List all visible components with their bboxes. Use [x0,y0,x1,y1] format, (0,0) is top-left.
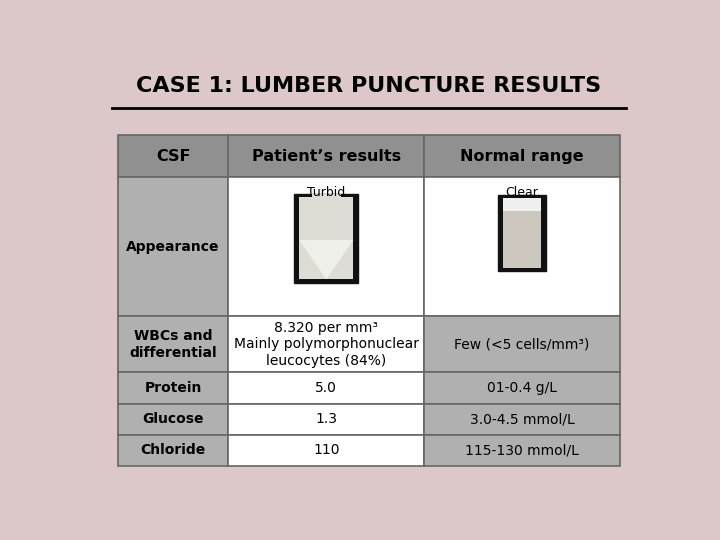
Text: 01-0.4 g/L: 01-0.4 g/L [487,381,557,395]
FancyBboxPatch shape [118,373,228,404]
FancyBboxPatch shape [294,194,359,283]
Text: Turbid: Turbid [307,186,346,199]
FancyBboxPatch shape [228,136,424,177]
FancyBboxPatch shape [300,198,354,279]
Text: Patient’s results: Patient’s results [252,149,401,164]
FancyBboxPatch shape [312,194,341,201]
FancyBboxPatch shape [118,136,228,177]
Text: Normal range: Normal range [460,149,584,164]
Text: Glucose: Glucose [143,412,204,426]
Text: Clear: Clear [505,186,539,199]
Text: Appearance: Appearance [127,240,220,254]
FancyBboxPatch shape [424,435,620,466]
FancyBboxPatch shape [424,404,620,435]
FancyBboxPatch shape [503,198,541,268]
FancyBboxPatch shape [228,435,424,466]
Text: Chloride: Chloride [140,443,206,457]
FancyBboxPatch shape [503,198,541,211]
Text: 110: 110 [313,443,340,457]
FancyBboxPatch shape [118,435,228,466]
Text: 115-130 mmol/L: 115-130 mmol/L [465,443,579,457]
FancyBboxPatch shape [228,177,424,316]
Text: Protein: Protein [145,381,202,395]
Text: 3.0-4.5 mmol/L: 3.0-4.5 mmol/L [469,412,575,426]
Polygon shape [300,240,354,279]
FancyBboxPatch shape [424,316,620,373]
Text: WBCs and
differential: WBCs and differential [130,329,217,360]
FancyBboxPatch shape [424,373,620,404]
FancyBboxPatch shape [228,316,424,373]
Text: 8.320 per mm³
Mainly polymorphonuclear
leucocytes (84%): 8.320 per mm³ Mainly polymorphonuclear l… [234,321,419,368]
FancyBboxPatch shape [228,404,424,435]
Text: CSF: CSF [156,149,190,164]
Text: CASE 1: LUMBER PUNCTURE RESULTS: CASE 1: LUMBER PUNCTURE RESULTS [136,76,602,96]
Text: 1.3: 1.3 [315,412,337,426]
Text: 5.0: 5.0 [315,381,337,395]
FancyBboxPatch shape [118,177,228,316]
FancyBboxPatch shape [228,373,424,404]
FancyBboxPatch shape [424,136,620,177]
FancyBboxPatch shape [118,316,228,373]
FancyBboxPatch shape [424,177,620,316]
Text: Few (<5 cells/mm³): Few (<5 cells/mm³) [454,338,590,352]
FancyBboxPatch shape [498,194,546,272]
FancyBboxPatch shape [118,404,228,435]
